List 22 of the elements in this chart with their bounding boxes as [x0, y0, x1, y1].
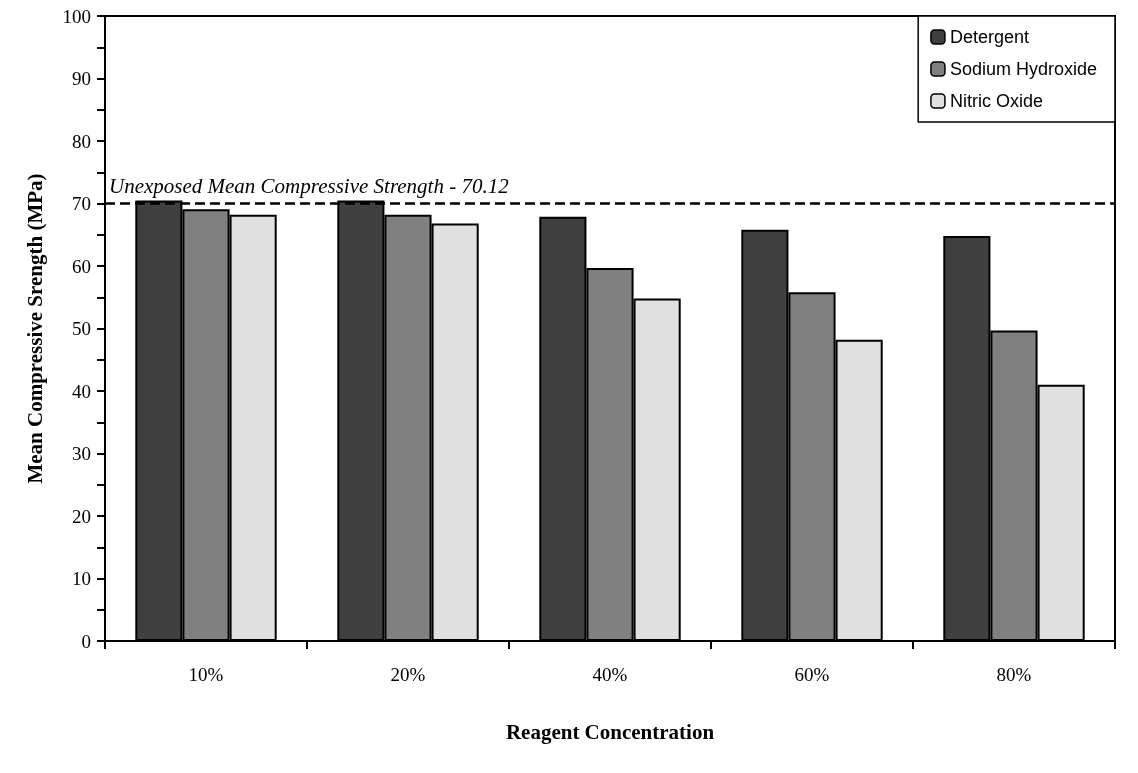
y-tick-label: 40 — [72, 380, 91, 402]
y-tick-label: 30 — [72, 443, 91, 464]
y-tick-label: 10 — [72, 568, 91, 589]
y-axis-title: Mean Compressive Srength (MPa) — [22, 173, 47, 484]
y-tick-label: 20 — [72, 505, 91, 527]
x-tick-label: 10% — [188, 664, 224, 685]
x-tick-label: 80% — [996, 664, 1032, 685]
y-tick-label: 80 — [72, 130, 91, 152]
y-tick-label: 50 — [72, 318, 91, 339]
y-tick-label: 60 — [72, 255, 91, 277]
x-tick-label: 60% — [794, 664, 830, 685]
x-tick-label: 20% — [390, 664, 426, 685]
x-tick-label: 40% — [592, 664, 628, 685]
legend-label: Nitric Oxide — [949, 91, 1043, 111]
y-tick-label: 70 — [72, 193, 91, 214]
ref-line-label: Unexposed Mean Compressive Strength - 70.12 — [109, 174, 510, 199]
legend-label: Detergent — [949, 27, 1029, 47]
y-tick-label: 90 — [72, 68, 91, 89]
legend-label: Sodium Hydroxide — [949, 59, 1098, 79]
y-tick-label: 0 — [81, 630, 91, 652]
x-axis-title: Reagent Concentration — [505, 719, 715, 744]
y-tick-label: 100 — [62, 5, 91, 27]
